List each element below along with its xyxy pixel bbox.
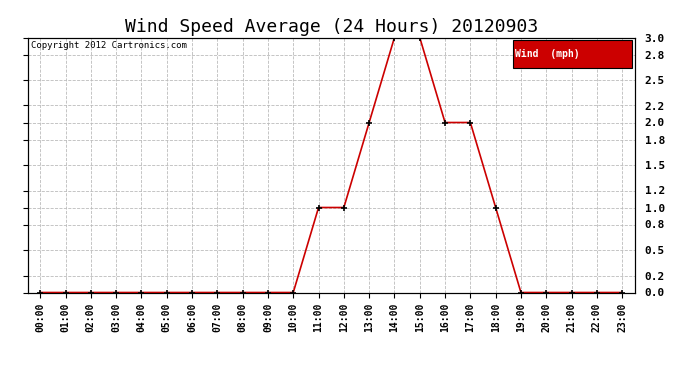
- Text: Copyright 2012 Cartronics.com: Copyright 2012 Cartronics.com: [30, 41, 186, 50]
- Title: Wind Speed Average (24 Hours) 20120903: Wind Speed Average (24 Hours) 20120903: [125, 18, 538, 36]
- Text: Wind  (mph): Wind (mph): [515, 49, 580, 59]
- FancyBboxPatch shape: [513, 40, 632, 68]
